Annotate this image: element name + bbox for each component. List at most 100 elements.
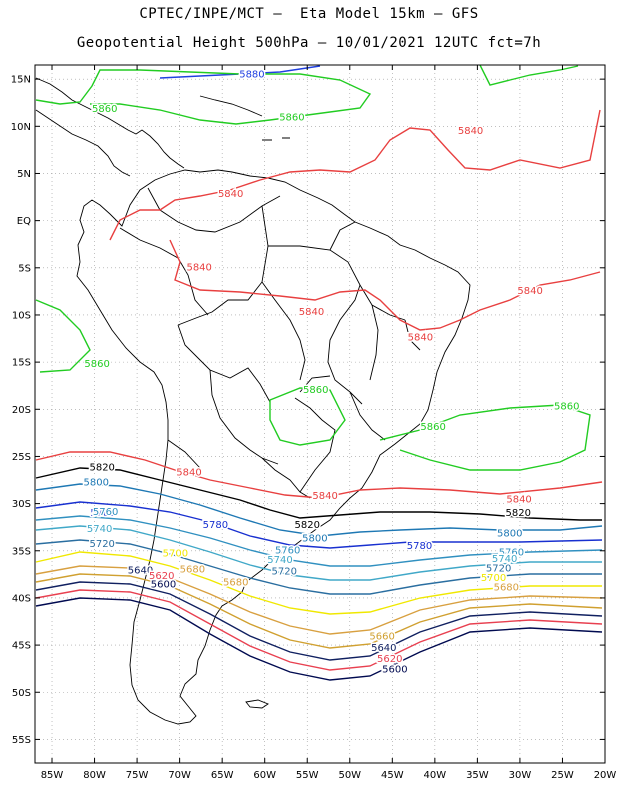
contour-5860-east [379, 404, 591, 471]
contour-label-5780: 5780 [407, 541, 432, 552]
lat-tick-label: 25S [12, 452, 31, 463]
contour-labels: 5880 5860 5860 5840 5840 5840 5840 5840 5840 5860… [82, 68, 581, 677]
contour-label-5780: 5780 [203, 520, 228, 531]
contour-label-5840: 5840 [218, 189, 243, 200]
contour-label-5700: 5700 [481, 573, 506, 584]
contour-5660 [35, 573, 603, 649]
contour-label-5740: 5740 [492, 554, 517, 565]
lat-tick-label: 30S [12, 499, 31, 510]
contour-label-5840: 5840 [299, 307, 324, 318]
lon-tick-label: 35W [466, 770, 489, 781]
graticule-grid [35, 65, 606, 763]
lat-tick-label: 20S [12, 405, 31, 416]
caribbean-islands [199, 95, 290, 141]
contour-label-5680: 5680 [494, 582, 519, 593]
contour-label-5660: 5660 [369, 631, 394, 642]
contour-label-5680: 5680 [180, 564, 205, 575]
contour-label-5780: 5780 [90, 508, 115, 519]
contour-label-5860: 5860 [420, 422, 445, 433]
contour-label-5720: 5720 [486, 564, 511, 575]
central-america-south-coast [35, 109, 131, 177]
chart-title-line1: CPTEC/INPE/MCT – Eta Model 15km – GFS [139, 6, 479, 22]
contour-label-5840: 5840 [506, 495, 531, 506]
lon-tick-label: 25W [551, 770, 574, 781]
contour-label-5620: 5620 [377, 654, 402, 665]
lon-tick-label: 45W [381, 770, 404, 781]
contour-label-5880: 5880 [239, 69, 264, 80]
contour-5840-south [35, 451, 603, 499]
contour-5860-central [269, 387, 346, 446]
contour-5840-north [109, 109, 601, 241]
contour-lines [35, 65, 603, 681]
contour-label-5860: 5860 [279, 113, 304, 124]
south-america-coastline [76, 169, 471, 725]
lon-tick-label: 85W [41, 770, 64, 781]
map-frame [34, 64, 606, 764]
lon-tick-label: 75W [126, 770, 149, 781]
contour-label-5740: 5740 [87, 524, 112, 535]
lat-tick-label: 50S [12, 688, 31, 699]
lon-tick-label: 40W [424, 770, 447, 781]
contour-5680 [35, 565, 603, 635]
contour-label-5700: 5700 [163, 548, 188, 559]
contour-label-5840: 5840 [176, 467, 201, 478]
contour-label-5860: 5860 [303, 385, 328, 396]
contour-label-5600: 5600 [382, 664, 407, 675]
contour-label-5600: 5600 [151, 580, 176, 591]
contour-label-5860: 5860 [84, 359, 109, 370]
lon-tick-label: 70W [168, 770, 191, 781]
contour-label-5820: 5820 [505, 508, 530, 519]
lon-tick-label: 20W [594, 770, 617, 781]
lon-tick-label: 55W [296, 770, 319, 781]
lon-tick-label: 30W [509, 770, 532, 781]
contour-label-5720: 5720 [272, 566, 297, 577]
lat-tick-label: 10S [12, 310, 31, 321]
contour-label-5860: 5860 [554, 401, 579, 412]
central-america-coastline [35, 77, 185, 169]
contour-5800 [35, 483, 603, 537]
contour-label-5640: 5640 [128, 565, 153, 576]
contour-label-5760: 5760 [499, 547, 524, 558]
lon-tick-label: 50W [338, 770, 361, 781]
contour-5700 [35, 551, 602, 615]
lat-tick-label: 35S [12, 546, 31, 557]
contour-label-5800: 5800 [497, 529, 522, 540]
lat-tick-label: 45S [12, 641, 31, 652]
country-borders [119, 187, 336, 499]
contour-label-5800: 5800 [302, 533, 327, 544]
lon-tick-label: 80W [83, 770, 106, 781]
contour-5620 [35, 589, 603, 671]
chart-title-line2: Geopotential Height 500hPa – 10/01/2021 … [76, 35, 542, 51]
contour-5740 [35, 525, 602, 581]
latitude-tick-labels: 15N 10N 5N EQ 5S 10S 15S 20S 25S 30S 35S 40S 45S 50S 5… [11, 75, 605, 746]
brazil-states [261, 221, 421, 441]
lat-tick-label: 40S [12, 593, 31, 604]
lat-tick-label: EQ [17, 216, 31, 227]
contour-label-5840: 5840 [408, 332, 433, 343]
lat-tick-label: 10N [11, 122, 31, 133]
contour-5840-mid [169, 239, 601, 331]
lat-tick-label: 55S [12, 735, 31, 746]
contour-label-5720: 5720 [89, 539, 114, 550]
contour-label-5640: 5640 [371, 643, 396, 654]
contour-label-5760: 5760 [93, 507, 118, 518]
contour-label-5680: 5680 [223, 578, 248, 589]
contour-label-5740: 5740 [267, 555, 292, 566]
contour-label-5840: 5840 [458, 126, 483, 137]
lon-tick-label: 65W [211, 770, 234, 781]
contour-label-5800: 5800 [84, 478, 109, 489]
contour-label-5820: 5820 [295, 520, 320, 531]
contour-label-5820: 5820 [89, 463, 114, 474]
contour-5720 [35, 539, 602, 595]
contour-5760 [35, 515, 603, 567]
contour-label-5840: 5840 [517, 286, 542, 297]
contour-label-5760: 5760 [275, 546, 300, 557]
lon-tick-label: 60W [253, 770, 276, 781]
lat-tick-label: 5N [17, 169, 31, 180]
contour-label-5860: 5860 [92, 104, 117, 115]
contour-5860-north [35, 69, 372, 125]
contour-label-5620: 5620 [149, 571, 174, 582]
longitude-tick-labels: 85W 80W 75W 70W 65W 60W 55W 50W 45W 40W 35W 30W 25W 2… [41, 65, 617, 781]
lat-tick-label: 15S [12, 358, 31, 369]
